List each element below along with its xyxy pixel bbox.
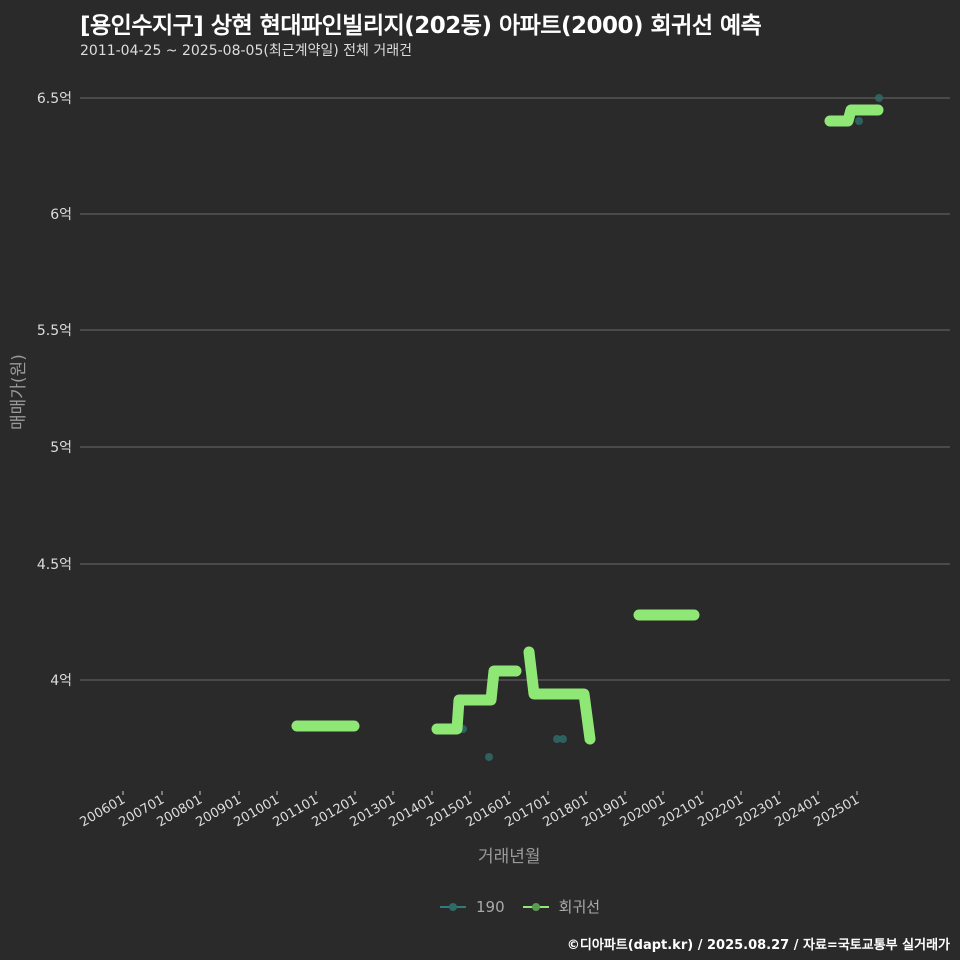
regression-segment bbox=[431, 665, 522, 735]
ytick-label: 6.5억 bbox=[37, 91, 72, 107]
legend-key-icon bbox=[522, 902, 549, 912]
data-point bbox=[875, 94, 883, 102]
ytick-label: 5억 bbox=[50, 440, 72, 456]
y-axis-label: 매매가(원) bbox=[9, 354, 29, 430]
data-point bbox=[559, 735, 567, 743]
y-tick-labels: 6.5억 6억 5.5억 5억 4.5억 4억 bbox=[37, 91, 72, 689]
chart-subtitle: 2011-04-25 ~ 2025-08-05(최근계약일) 전체 거래건 bbox=[80, 43, 412, 59]
legend-key-icon bbox=[440, 902, 466, 912]
chart-title: [용인수지구] 상현 현대파인빌리지(202동) 아파트(2000) 회귀선 예… bbox=[80, 13, 762, 39]
legend-label: 회귀선 bbox=[558, 898, 601, 916]
data-point bbox=[485, 753, 493, 761]
footer-credit: ©디아파트(dapt.kr) / 2025.08.27 / 자료=국토교통부 실… bbox=[566, 938, 950, 953]
ytick-label: 5.5억 bbox=[37, 323, 72, 339]
legend-label: 190 bbox=[476, 897, 505, 916]
data-point bbox=[553, 735, 561, 743]
legend: 190 회귀선 bbox=[440, 896, 610, 917]
xtick-label: 202501 bbox=[812, 792, 862, 830]
ytick-label: 4억 bbox=[50, 673, 72, 689]
data-point bbox=[855, 117, 863, 125]
x-ticks bbox=[122, 791, 858, 795]
legend-item-regression: 회귀선 bbox=[522, 896, 601, 917]
regression-segment bbox=[523, 646, 596, 745]
x-tick-labels: 200601 200701 200801 200901 201001 20110… bbox=[78, 792, 862, 830]
ytick-label: 6억 bbox=[50, 207, 72, 223]
legend-item-190: 190 bbox=[440, 898, 505, 916]
scatter-points-190 bbox=[459, 94, 883, 761]
x-axis-label: 거래년월 bbox=[478, 847, 541, 867]
regression-line bbox=[291, 104, 884, 745]
regression-segment bbox=[824, 104, 884, 127]
ytick-label: 4.5억 bbox=[37, 557, 72, 573]
y-gridlines bbox=[80, 97, 950, 681]
